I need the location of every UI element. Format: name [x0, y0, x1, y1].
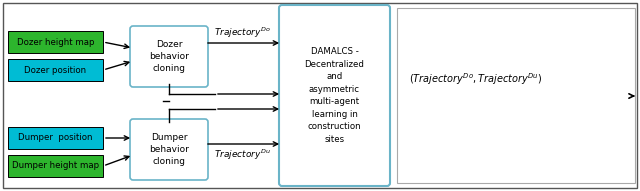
- Text: $\mathit{Trajectory}^{\mathit{Du}}$: $\mathit{Trajectory}^{\mathit{Du}}$: [214, 148, 271, 162]
- Text: DAMALCS -
Decentralized
and
asymmetric
multi-agent
learning in
construction
site: DAMALCS - Decentralized and asymmetric m…: [305, 47, 364, 144]
- Text: Dozer height map: Dozer height map: [17, 37, 94, 46]
- FancyBboxPatch shape: [279, 5, 390, 186]
- Text: Dumper height map: Dumper height map: [12, 162, 99, 171]
- FancyBboxPatch shape: [8, 31, 103, 53]
- FancyBboxPatch shape: [130, 119, 208, 180]
- FancyBboxPatch shape: [130, 26, 208, 87]
- Text: Dozer position: Dozer position: [24, 66, 86, 74]
- FancyBboxPatch shape: [8, 155, 103, 177]
- Text: Dumper  position: Dumper position: [19, 134, 93, 142]
- FancyBboxPatch shape: [8, 59, 103, 81]
- Text: $\mathit{Trajectory}^{\mathit{Do}}$: $\mathit{Trajectory}^{\mathit{Do}}$: [214, 26, 271, 40]
- Text: Dumper
behavior
cloning: Dumper behavior cloning: [149, 133, 189, 166]
- Text: Dozer
behavior
cloning: Dozer behavior cloning: [149, 40, 189, 73]
- FancyBboxPatch shape: [397, 8, 635, 183]
- FancyBboxPatch shape: [8, 127, 103, 149]
- Text: $(\mathit{Trajectory}^{\mathit{Do}},\mathit{Trajectory}^{\mathit{Du}})$: $(\mathit{Trajectory}^{\mathit{Do}},\mat…: [409, 71, 543, 87]
- FancyBboxPatch shape: [3, 3, 637, 188]
